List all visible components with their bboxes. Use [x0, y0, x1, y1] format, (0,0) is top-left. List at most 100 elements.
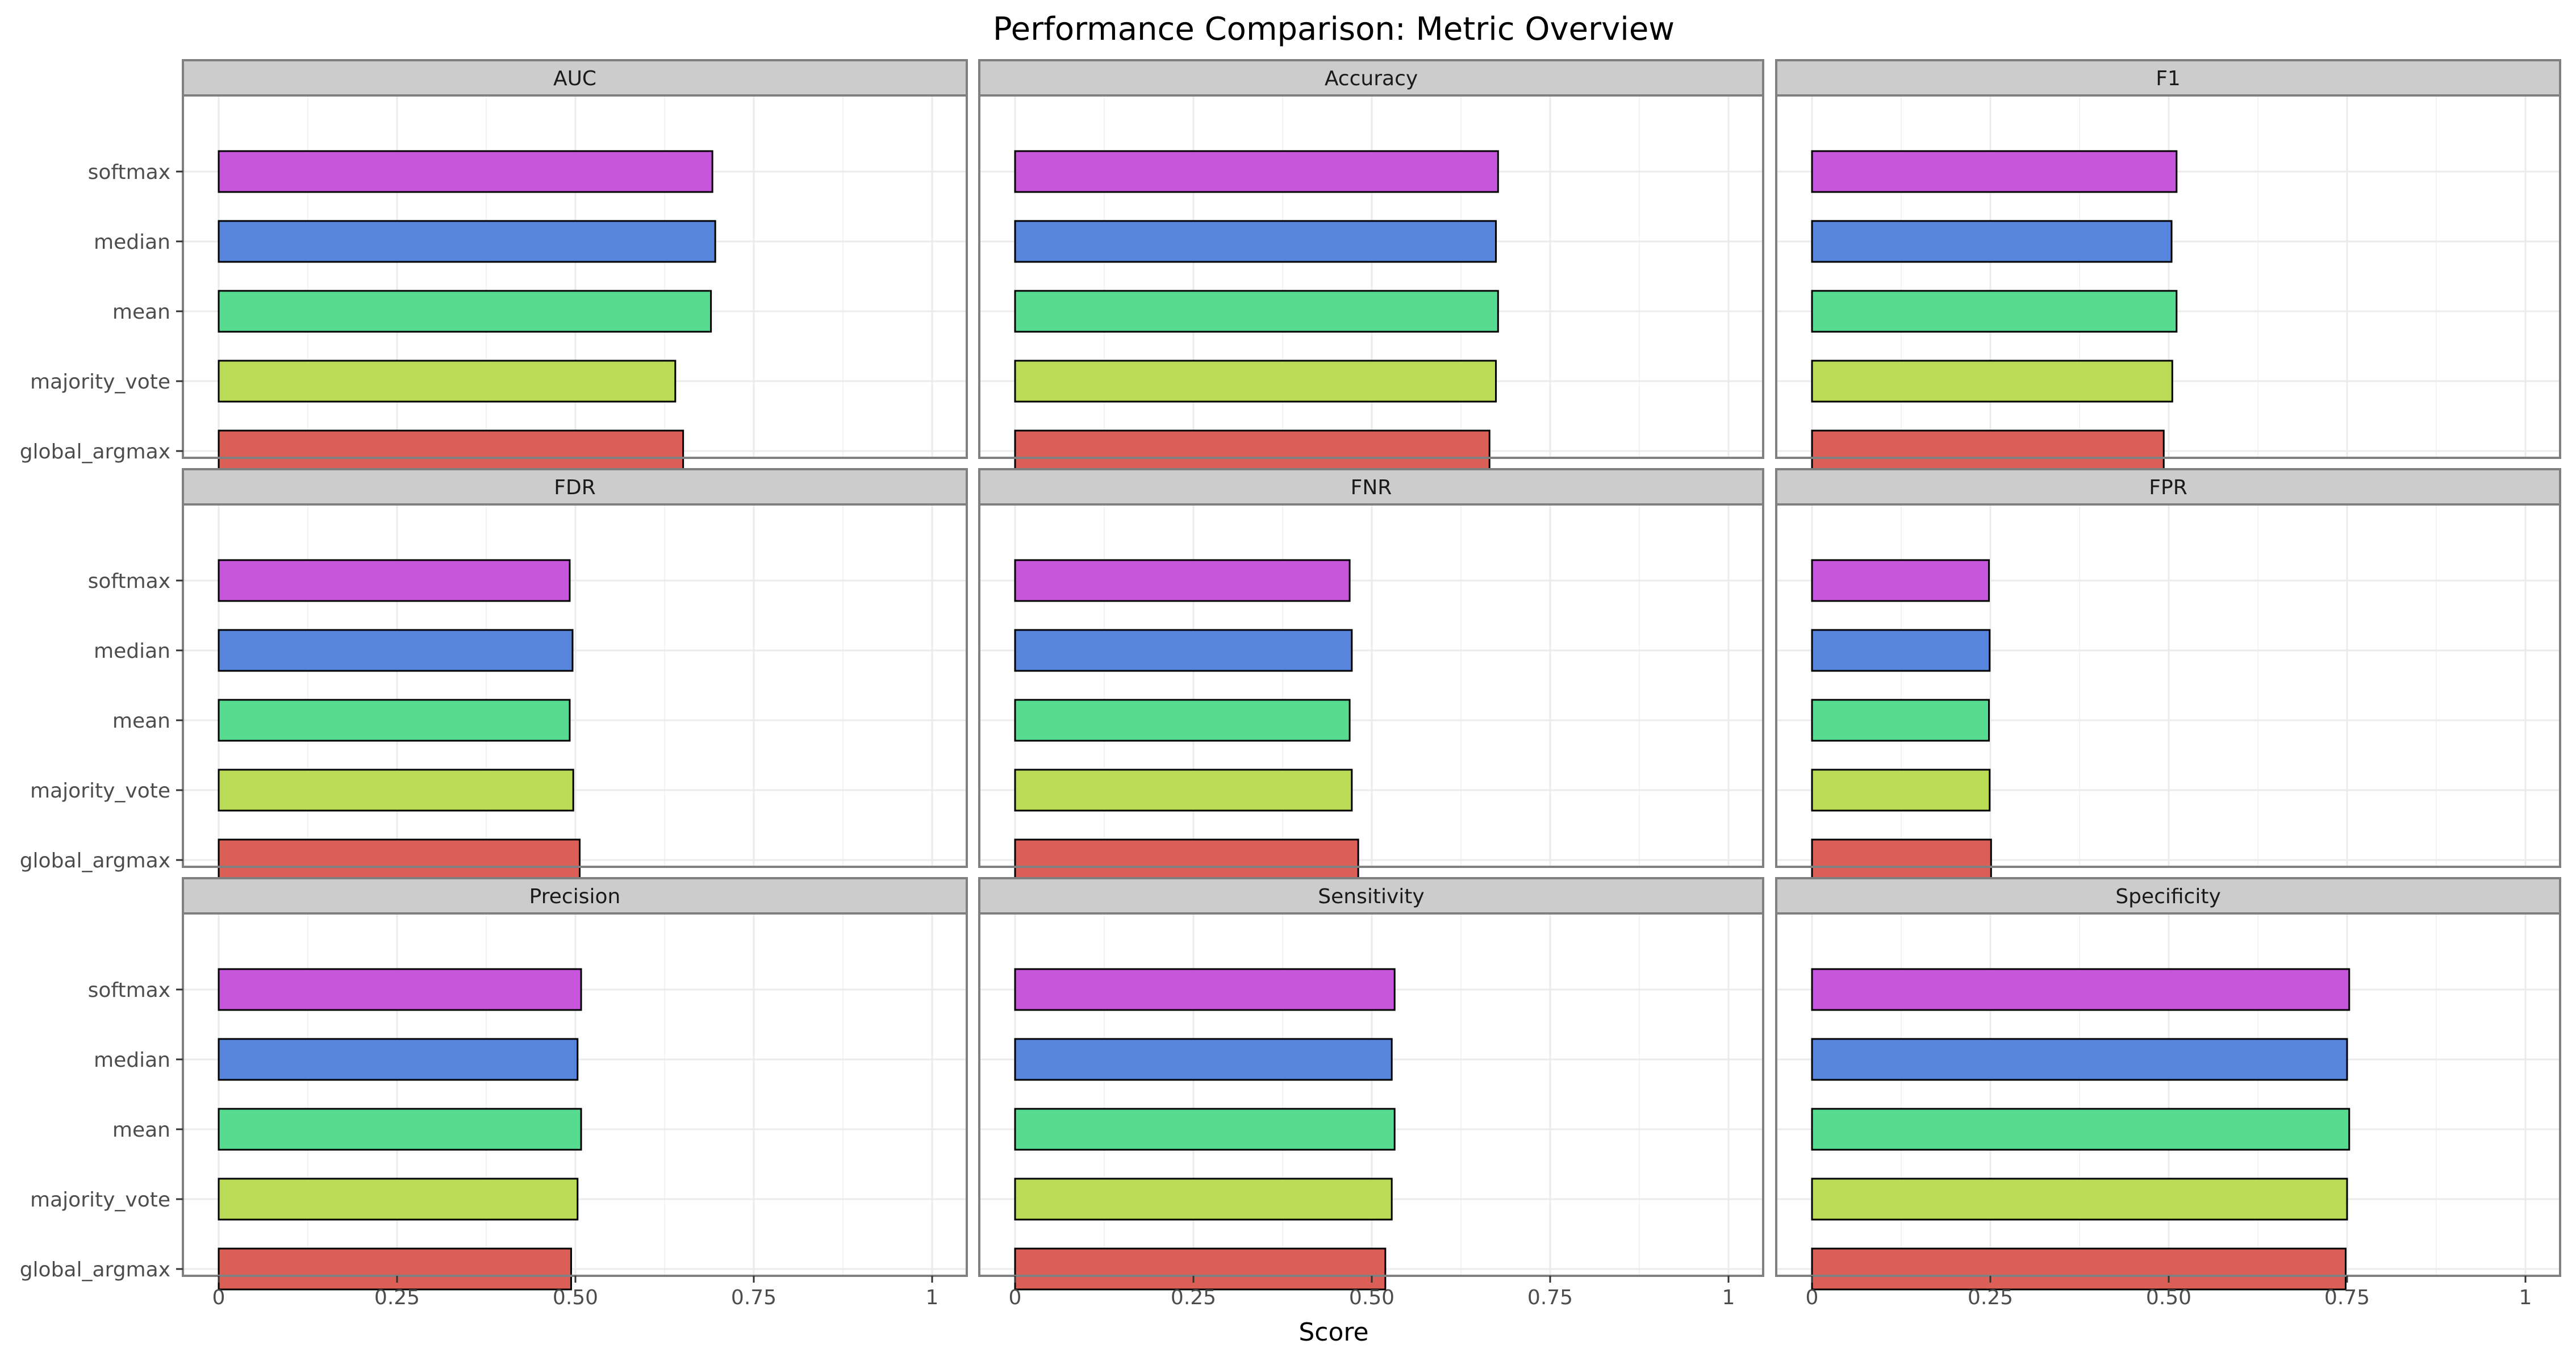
bar-sensitivity-global_argmax: [1014, 1247, 1387, 1291]
facet-strip-label: Sensitivity: [1318, 885, 1424, 908]
facet-strip-label: Accuracy: [1325, 67, 1418, 90]
bar-sensitivity-majority_vote: [1014, 1178, 1393, 1221]
y-tick-label-mean: mean: [112, 1118, 170, 1142]
bar-fdr-majority_vote: [218, 769, 574, 812]
y-tick-label-median: median: [94, 231, 170, 254]
bar-fdr-median: [218, 629, 574, 672]
y-tick-label-softmax: softmax: [88, 570, 170, 593]
x-tick-label: 0.75: [731, 1286, 776, 1309]
bar-fpr-median: [1811, 629, 1991, 672]
x-axis-label: Score: [1299, 1318, 1368, 1347]
x-tick-label: 0.75: [1527, 1286, 1573, 1309]
bar-precision-mean: [218, 1108, 582, 1151]
y-tick-label-softmax: softmax: [88, 979, 170, 1002]
bar-fpr-majority_vote: [1811, 769, 1991, 812]
bar-f1-global_argmax: [1811, 429, 2165, 473]
facet-panel-accuracy: Accuracy: [978, 59, 1764, 473]
bar-auc-mean: [218, 290, 712, 333]
x-tick-label: 0.25: [1171, 1286, 1216, 1309]
bar-fnr-majority_vote: [1014, 769, 1353, 812]
bar-precision-majority_vote: [218, 1178, 579, 1221]
bar-accuracy-mean: [1014, 290, 1499, 333]
facet-strip-label: AUC: [553, 67, 596, 90]
panel-border: [1775, 94, 2561, 459]
bar-f1-median: [1811, 220, 2173, 263]
bar-accuracy-global_argmax: [1014, 429, 1491, 473]
bar-fnr-median: [1014, 629, 1353, 672]
y-tick-label-median: median: [94, 640, 170, 663]
panel-border: [978, 503, 1764, 868]
x-tick-label: 0.50: [553, 1286, 598, 1309]
x-tick-label: 0.25: [374, 1286, 420, 1309]
bar-fnr-mean: [1014, 699, 1351, 742]
bar-fnr-softmax: [1014, 559, 1351, 602]
panel-border: [182, 94, 968, 459]
facet-strip: [182, 468, 968, 506]
bar-precision-median: [218, 1038, 579, 1081]
x-tick-label: 1: [1722, 1286, 1735, 1309]
bar-fnr-global_argmax: [1014, 838, 1359, 882]
x-tick-label: 1: [2519, 1286, 2532, 1309]
facet-strip-label: FNR: [1351, 476, 1392, 499]
bar-fpr-global_argmax: [1811, 838, 1992, 882]
facet-panel-fdr: FDR softmax median mean majority_vote global_…: [20, 468, 968, 882]
facet-panel-precision: Precision softmax median mean majority_voteg…: [20, 877, 968, 1309]
bar-specificity-softmax: [1811, 968, 2350, 1011]
y-tick-label-majority_vote: majority_vote: [30, 370, 170, 394]
facet-panels: AUC softmax median mean majority_vote global_…: [20, 59, 2561, 1309]
bar-specificity-mean: [1811, 1108, 2350, 1151]
bar-auc-majority_vote: [218, 360, 677, 403]
facet-strip: [978, 468, 1764, 506]
panel-border: [1775, 503, 2561, 868]
chart-title: Performance Comparison: Metric Overview: [993, 11, 1675, 48]
panel-border: [182, 503, 968, 868]
x-tick-label: 0.50: [2146, 1286, 2191, 1309]
bar-auc-global_argmax: [218, 429, 684, 473]
bar-precision-softmax: [218, 968, 582, 1011]
facet-strip-label: Precision: [529, 885, 621, 908]
bar-fdr-mean: [218, 699, 571, 742]
y-tick-label-mean: mean: [112, 300, 170, 324]
facet-panel-auc: AUC softmax median mean majority_vote global_…: [20, 59, 968, 473]
bar-accuracy-median: [1014, 220, 1497, 263]
y-tick-label-global_argmax: global_argmax: [20, 849, 170, 873]
bar-sensitivity-softmax: [1014, 968, 1396, 1011]
facet-panel-f1: F1: [1775, 59, 2561, 473]
facet-strip: [978, 877, 1764, 915]
panel-border: [978, 94, 1764, 459]
bar-f1-majority_vote: [1811, 360, 2173, 403]
bar-precision-global_argmax: [218, 1247, 572, 1291]
facet-strip-label: FPR: [2149, 476, 2187, 499]
bar-accuracy-softmax: [1014, 150, 1499, 193]
facet-strip: [1775, 468, 2561, 506]
y-tick-label-median: median: [94, 1049, 170, 1072]
x-tick-label: 0.75: [2324, 1286, 2370, 1309]
bar-specificity-median: [1811, 1038, 2348, 1081]
facet-panel-fnr: FNR: [978, 468, 1764, 882]
bar-sensitivity-median: [1014, 1038, 1393, 1081]
facet-strip: [182, 59, 968, 97]
bar-fdr-global_argmax: [218, 838, 581, 882]
x-tick-label: 0: [1009, 1286, 1022, 1309]
y-tick-label-majority_vote: majority_vote: [30, 1188, 170, 1212]
bar-auc-softmax: [218, 150, 713, 193]
bar-specificity-global_argmax: [1811, 1247, 2347, 1291]
x-tick-label: 0: [212, 1286, 226, 1309]
bar-sensitivity-mean: [1014, 1108, 1396, 1151]
bar-f1-softmax: [1811, 150, 2178, 193]
y-tick-label-mean: mean: [112, 709, 170, 733]
bar-fpr-softmax: [1811, 559, 1990, 602]
bar-accuracy-majority_vote: [1014, 360, 1497, 403]
y-tick-label-softmax: softmax: [88, 161, 170, 184]
y-tick-label-global_argmax: global_argmax: [20, 1258, 170, 1281]
x-tick-label: 1: [926, 1286, 939, 1309]
y-tick-label-global_argmax: global_argmax: [20, 440, 170, 464]
x-tick-label: 0.50: [1349, 1286, 1395, 1309]
x-tick-label: 0.25: [1968, 1286, 2013, 1309]
facet-strip: [1775, 59, 2561, 97]
facet-panel-fpr: FPR: [1775, 468, 2561, 882]
facet-panel-specificity: Specificity 0 0.25 0.50 0.75 1: [1775, 877, 2561, 1309]
bar-fdr-softmax: [218, 559, 571, 602]
